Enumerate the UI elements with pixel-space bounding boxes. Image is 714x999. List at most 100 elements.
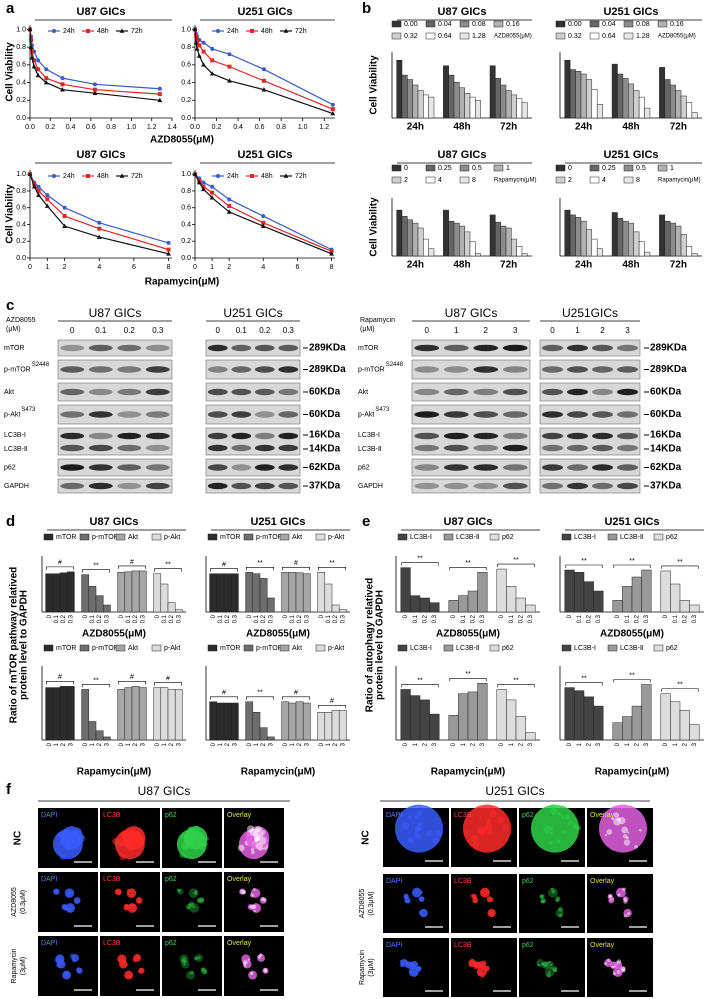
- legend-label: 0.00: [568, 21, 582, 28]
- bar: [516, 98, 523, 119]
- bar: [622, 78, 629, 119]
- row-label: p-mTOR: [4, 366, 31, 373]
- cell-signal: [119, 854, 127, 861]
- cell-signal: [576, 825, 582, 831]
- x-tick-label: 2: [227, 264, 231, 271]
- bar: [525, 604, 536, 613]
- y-tick-label: 0.4: [181, 221, 191, 228]
- cell-signal: [481, 974, 485, 978]
- legend-label: 48h: [97, 28, 109, 35]
- cell-signal: [627, 831, 630, 834]
- cell-signal: [470, 893, 474, 898]
- blot-band: [231, 366, 252, 373]
- bar: [633, 90, 640, 119]
- channel-label: LC3B: [454, 812, 472, 819]
- legend-swatch: [459, 20, 470, 28]
- legend-swatch: [459, 176, 470, 184]
- bar: [459, 87, 465, 119]
- x-tick-label: 0.3: [340, 614, 346, 623]
- cell-signal: [418, 910, 424, 915]
- series-line: [29, 173, 169, 244]
- bar: [288, 572, 297, 613]
- cell-signal: [418, 822, 423, 827]
- cell-signal: [548, 971, 551, 974]
- blot-band: [414, 411, 440, 418]
- blot-band: [88, 366, 113, 373]
- cell-signal: [254, 838, 259, 843]
- legend-label: 24h: [227, 28, 239, 35]
- blot-band: [502, 444, 528, 452]
- blot-band: [117, 444, 142, 452]
- cell-signal: [114, 889, 119, 895]
- bar: [459, 225, 465, 257]
- channel-label: LC3B: [103, 876, 121, 883]
- cell-signal: [550, 804, 556, 810]
- significance-label: #: [294, 690, 298, 697]
- legend-label: 1.28: [636, 33, 650, 40]
- point: [166, 251, 171, 256]
- bar: [453, 82, 460, 119]
- blot-band: [254, 366, 275, 373]
- cell-signal: [190, 971, 194, 975]
- significance-bracket: [46, 681, 74, 685]
- cell-signal: [634, 844, 638, 849]
- cell-signal: [548, 961, 551, 964]
- legend-swatch: [555, 20, 566, 28]
- x-tick-label: 1: [254, 742, 260, 746]
- cell-signal: [54, 957, 60, 963]
- x-tick-label: 0.2: [133, 614, 139, 623]
- size-label: 16KDa: [650, 430, 682, 441]
- x-tick-label: 0.3: [644, 614, 650, 623]
- significance-bracket: [565, 564, 603, 568]
- cell-signal: [426, 830, 433, 837]
- bar: [521, 253, 528, 257]
- legend-swatch: [115, 533, 126, 541]
- blot-band: [567, 444, 588, 452]
- y-tick-label: 0.8: [181, 188, 191, 195]
- bar: [660, 570, 671, 613]
- blot-band: [542, 464, 563, 471]
- blot-cell-title: U87 GICs: [445, 306, 498, 320]
- significance-label: #: [222, 562, 226, 569]
- bar: [117, 572, 126, 613]
- cell-signal: [558, 906, 564, 912]
- bar: [66, 571, 75, 613]
- cell-signal: [639, 828, 642, 832]
- blot-strip: [205, 359, 301, 380]
- blot-band: [502, 432, 528, 440]
- blot-band: [60, 411, 85, 418]
- y-axis-label: Cell Viability: [369, 55, 380, 115]
- bar: [664, 79, 671, 119]
- bar: [412, 84, 419, 119]
- cell-signal: [137, 898, 142, 903]
- bar: [689, 604, 700, 613]
- x-tick-label: 0.2: [169, 614, 175, 623]
- blot-band: [145, 388, 170, 396]
- cell-signal: [59, 957, 62, 961]
- bar: [611, 212, 618, 257]
- cell-signal: [187, 826, 194, 833]
- x-tick-label: 0: [615, 614, 621, 618]
- x-tick-label: 0.2: [261, 614, 267, 623]
- point: [60, 82, 65, 87]
- x-tick-label: 24h: [575, 122, 592, 133]
- bar: [281, 572, 290, 613]
- bar: [453, 222, 460, 257]
- x-tick-label: 0.6: [86, 124, 96, 131]
- point: [157, 97, 163, 103]
- legend-swatch: [207, 644, 218, 652]
- legend-label: 0.25: [602, 165, 616, 172]
- blot-band: [254, 432, 275, 440]
- size-label: 16KDa: [309, 430, 341, 441]
- cell-signal: [414, 831, 418, 836]
- cell-signal: [412, 963, 416, 967]
- bar: [686, 102, 693, 119]
- x-tick-label: 2: [470, 742, 476, 746]
- legend-swatch: [397, 533, 408, 541]
- bar: [209, 573, 218, 613]
- bar: [448, 600, 459, 613]
- cell-signal: [63, 907, 68, 911]
- legend-label: LC3B-Ⅱ: [620, 645, 643, 652]
- condition-label: AZD8055: [11, 887, 18, 917]
- blot-strip: [411, 359, 531, 380]
